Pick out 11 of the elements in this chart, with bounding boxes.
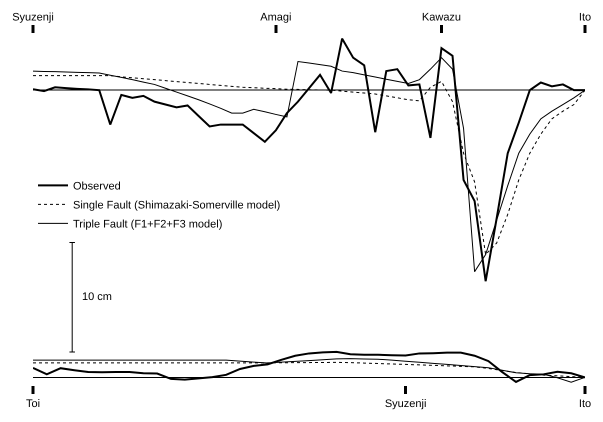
- legend-label: Observed: [73, 180, 121, 193]
- x-tick-label: Syuzenji: [384, 398, 426, 410]
- x-tick-label: Ito: [578, 12, 592, 24]
- x-tick-label: Syuzenji: [12, 12, 54, 24]
- legend-label: Triple Fault (F1+F2+F3 model): [73, 218, 222, 231]
- text: 10 cm: [82, 291, 112, 303]
- x-tick-label: Amagi: [260, 12, 292, 24]
- legend-label: Single Fault (Shimazaki-Somerville model): [73, 200, 280, 212]
- x-tick-label: Toi: [26, 398, 40, 410]
- x-tick-label: Ito: [578, 398, 592, 410]
- x-tick-label: Kawazu: [422, 12, 462, 24]
